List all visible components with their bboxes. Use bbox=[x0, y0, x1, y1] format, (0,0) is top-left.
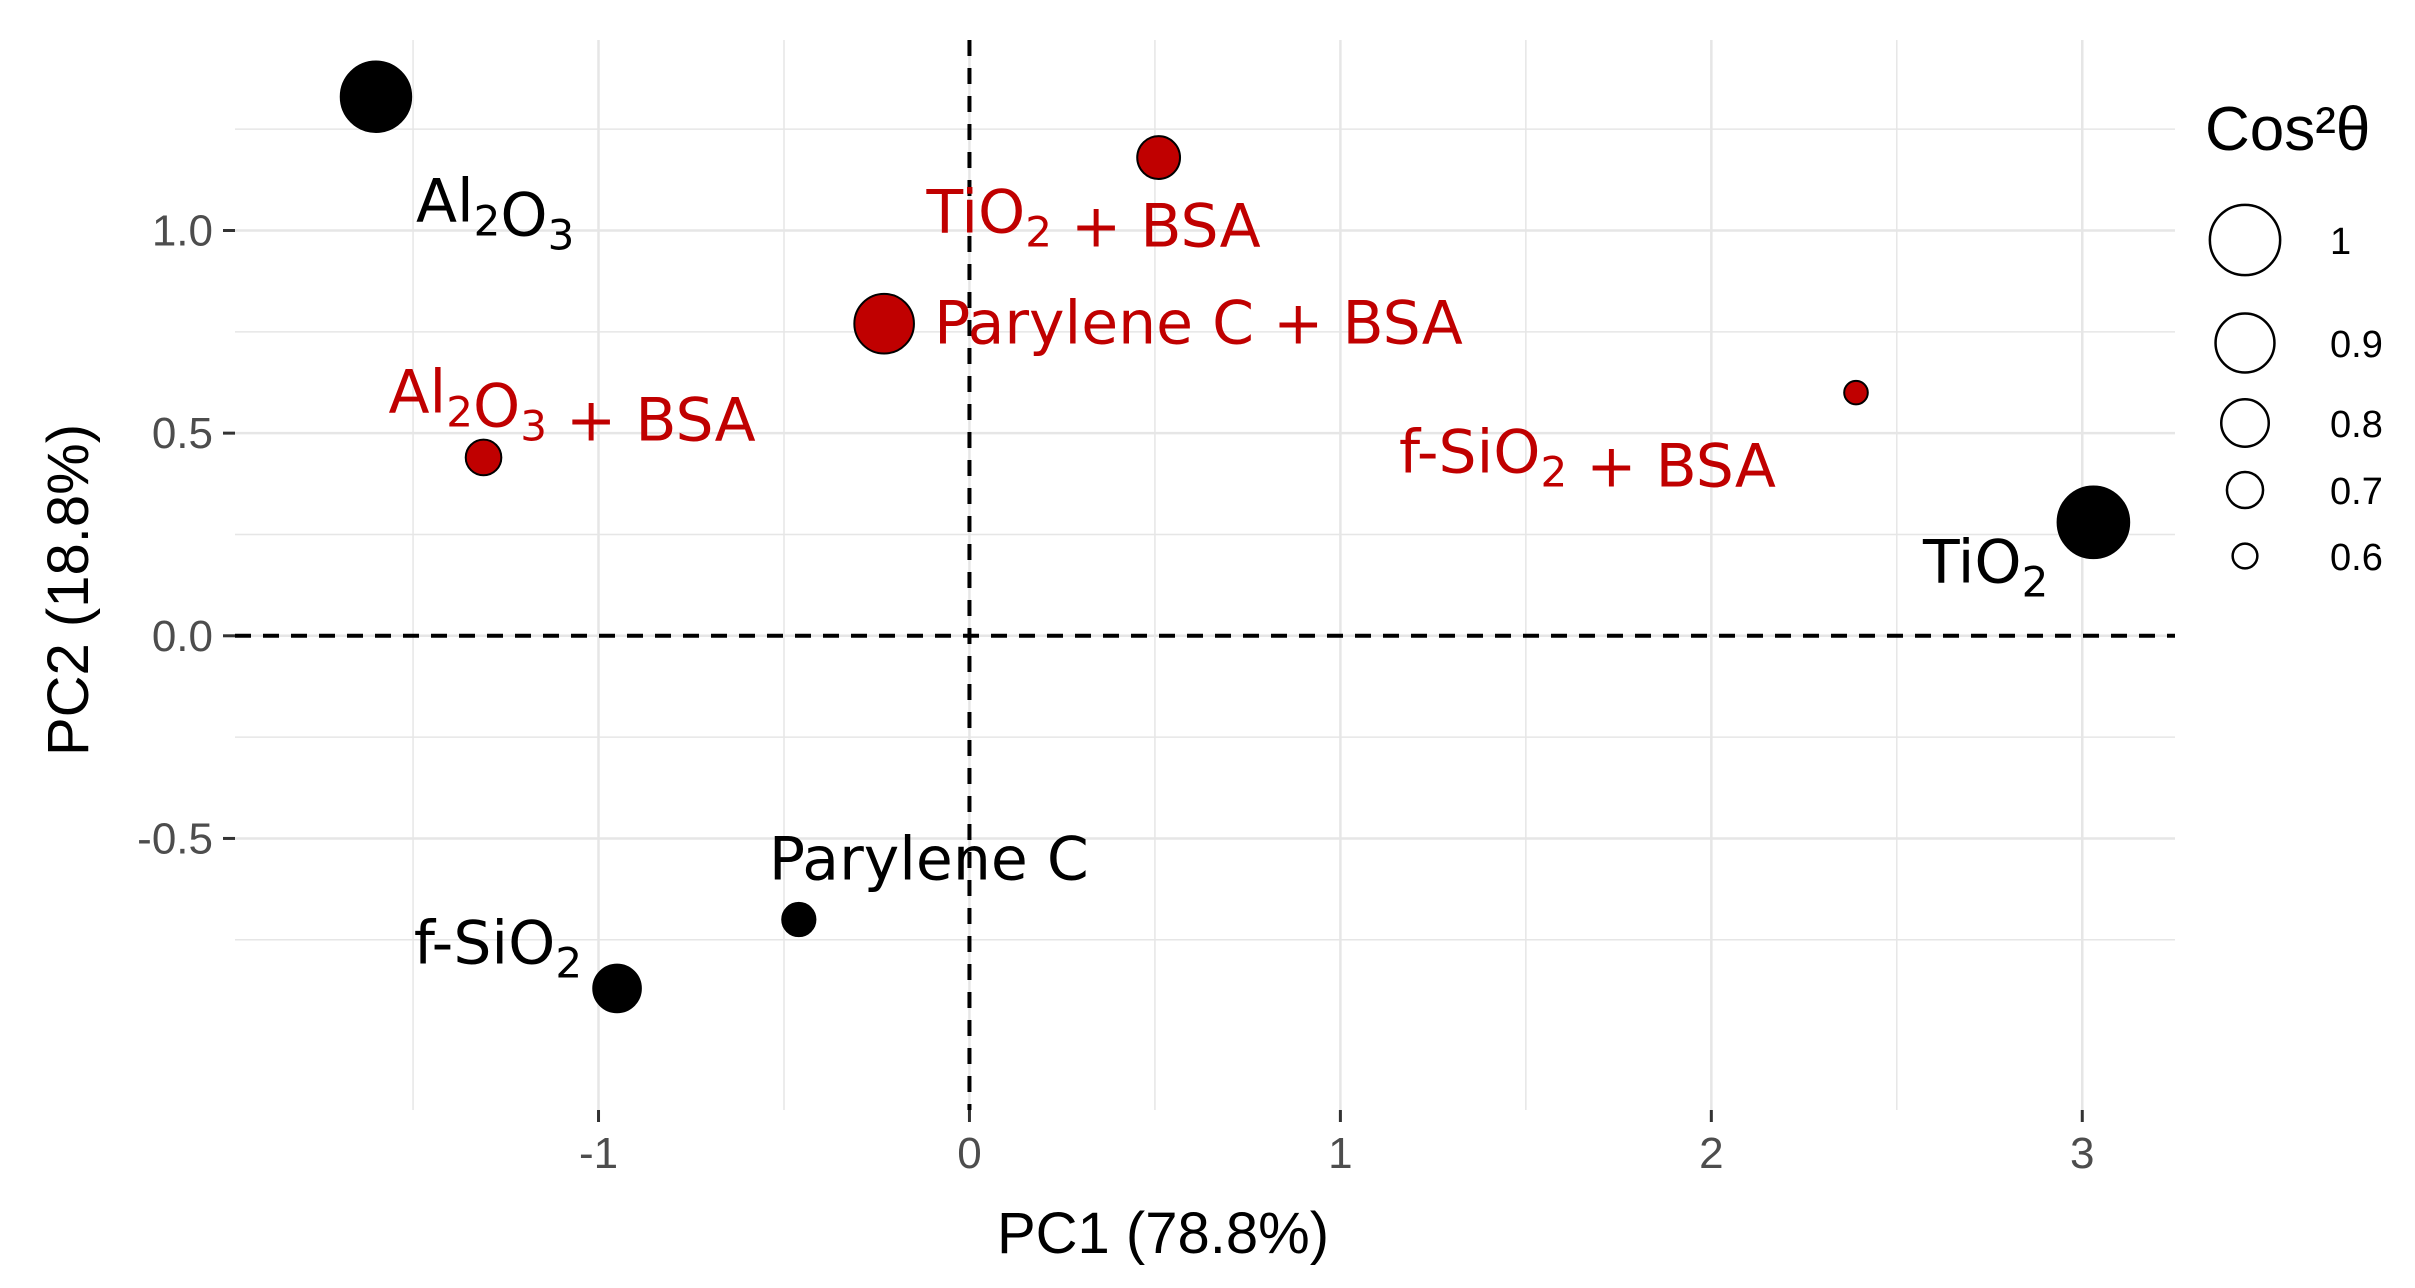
reference-lines bbox=[235, 40, 2175, 1110]
point-tio2-bsa bbox=[1136, 135, 1182, 180]
legend-size-key bbox=[2208, 203, 2282, 277]
data-points bbox=[339, 60, 2131, 1014]
x-tick-label: 0 bbox=[957, 1129, 981, 1178]
label-tio2-bsa: TiO2 + BSA bbox=[926, 178, 1261, 262]
point-tio2 bbox=[2056, 485, 2131, 560]
point-f-sio2-bsa bbox=[1843, 379, 1869, 406]
x-tick-label: 1 bbox=[1328, 1129, 1352, 1178]
x-tick-label: 2 bbox=[1699, 1129, 1723, 1178]
legend-size-key bbox=[2225, 470, 2265, 510]
point-parylene-c-bsa bbox=[853, 292, 915, 355]
point-al2o3 bbox=[339, 60, 413, 133]
legend-entry-label: 0.6 bbox=[2330, 537, 2383, 579]
legend: 1 0.9 0.8 0.7 0.6 bbox=[2208, 203, 2383, 579]
point-f-sio2 bbox=[592, 963, 642, 1014]
x-tick-label: 3 bbox=[2070, 1129, 2094, 1178]
point-al2o3-bsa bbox=[464, 438, 503, 477]
legend-title: Cos²θ bbox=[2205, 95, 2370, 164]
axis-ticks: -1 0 1 2 3 -0.5 0.0 0.5 1.0 bbox=[137, 206, 2094, 1178]
label-f-sio2: f-SiO2 bbox=[414, 908, 582, 987]
label-al2o3-bsa: Al2O3 + BSA bbox=[389, 357, 756, 455]
legend-entry-label: 1 bbox=[2330, 221, 2351, 263]
legend-entry-label: 0.7 bbox=[2330, 471, 2383, 513]
legend-size-key bbox=[2220, 398, 2270, 448]
point-parylene-c bbox=[781, 901, 817, 938]
grid bbox=[235, 40, 2175, 1110]
label-parylene-c-bsa: Parylene C + BSA bbox=[934, 289, 1463, 359]
legend-size-key bbox=[2214, 312, 2276, 374]
y-tick-label: 0.5 bbox=[152, 409, 213, 458]
y-axis-label: PC2 (18.8%) bbox=[36, 424, 101, 756]
label-al2o3: Al2O3 bbox=[416, 167, 574, 260]
y-tick-label: 1.0 bbox=[152, 206, 213, 255]
y-tick-label: -0.5 bbox=[137, 814, 213, 863]
legend-size-key bbox=[2231, 542, 2259, 570]
y-tick-label: 0.0 bbox=[152, 612, 213, 661]
point-labels: Al2O3 TiO2 + BSA Parylene C + BSA Al2O3 + B… bbox=[389, 167, 2049, 988]
label-parylene-c: Parylene C bbox=[769, 825, 1089, 895]
x-tick-label: -1 bbox=[579, 1129, 618, 1178]
label-f-sio2-bsa: f-SiO2 + BSA bbox=[1399, 418, 1776, 502]
x-axis-label: PC1 (78.8%) bbox=[997, 1201, 1329, 1266]
legend-entry-label: 0.8 bbox=[2330, 404, 2383, 446]
label-tio2: TiO2 bbox=[1922, 527, 2048, 606]
legend-entry-label: 0.9 bbox=[2330, 324, 2383, 366]
